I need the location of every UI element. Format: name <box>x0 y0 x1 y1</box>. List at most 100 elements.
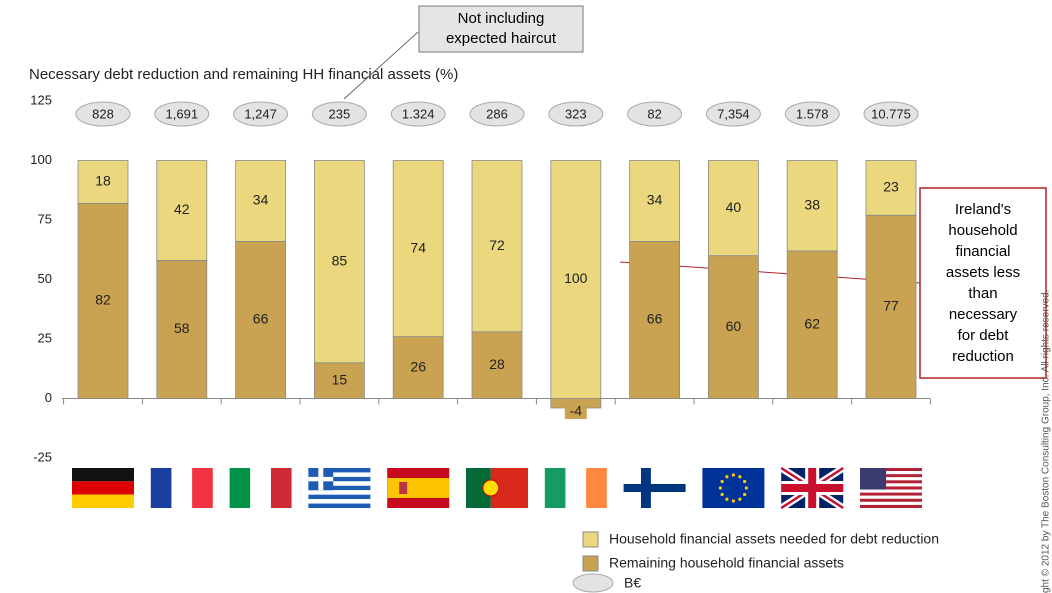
callout: Not including expected haircut <box>445 10 557 47</box>
y-tick-label: -25 <box>33 449 52 464</box>
flag-part <box>308 481 371 486</box>
flag-part <box>72 494 134 508</box>
flag-part <box>270 468 292 508</box>
data-label: 40 <box>726 199 742 215</box>
flag-part <box>860 480 922 484</box>
y-tick-label: 125 <box>30 92 52 107</box>
bar-segment <box>865 160 917 216</box>
legend-label: B€ <box>624 575 641 591</box>
total-bubble <box>75 101 131 127</box>
flag-part <box>308 476 371 482</box>
flag-part <box>308 476 334 482</box>
bar-segment <box>313 160 365 364</box>
bar-segment <box>550 160 602 399</box>
data-label: 15 <box>332 371 348 387</box>
callout-text: Not including expected haircut <box>445 10 557 47</box>
flag-part <box>860 468 922 472</box>
data-label: 23 <box>883 179 899 195</box>
data-label: 66 <box>647 311 663 327</box>
flag-part <box>860 492 922 496</box>
legend-label: Remaining household financial assets <box>609 555 844 571</box>
legend-bubble <box>572 573 614 593</box>
flag-part <box>720 492 724 497</box>
bar-segment <box>865 214 917 399</box>
total-label: 323 <box>565 106 587 121</box>
data-label: 77 <box>883 298 899 314</box>
total-bubble <box>784 101 840 127</box>
y-tick-label: 75 <box>38 211 52 226</box>
bar-segment <box>156 160 208 261</box>
flag-part <box>860 486 922 490</box>
data-label: 26 <box>410 358 426 374</box>
flag-part <box>171 468 193 508</box>
bar-segment <box>235 160 287 242</box>
flag-part <box>720 479 724 484</box>
y-tick-label: 0 <box>45 390 52 405</box>
callout-line <box>343 31 419 100</box>
data-label: 60 <box>726 318 742 334</box>
data-label: 85 <box>332 252 348 268</box>
flag-part <box>860 468 887 490</box>
bar-segment <box>708 255 759 399</box>
flag-part <box>482 479 500 497</box>
flag-part <box>399 482 408 494</box>
data-label: 28 <box>489 356 505 372</box>
total-bubble <box>863 101 919 127</box>
bar-segment <box>392 336 444 399</box>
callout-box <box>418 5 584 53</box>
total-bubble <box>233 101 289 127</box>
total-bubble <box>469 101 525 127</box>
y-tick-label: 100 <box>30 152 52 167</box>
flag-part <box>250 468 271 508</box>
copyright: ght © 2012 by The Boston Consulting Grou… <box>1041 290 1052 593</box>
flag-part <box>308 503 371 508</box>
flag-part <box>72 468 134 482</box>
total-label: 286 <box>486 106 508 121</box>
total-bubble <box>627 101 683 127</box>
neg-label-box <box>564 407 587 420</box>
flag-part <box>860 483 922 487</box>
flag-part <box>718 486 723 490</box>
flag-part <box>150 468 172 508</box>
total-bubble <box>311 101 367 127</box>
flag-part <box>308 490 371 495</box>
total-label: 235 <box>329 106 351 121</box>
flag-part <box>808 468 817 508</box>
ireland-note: Ireland's household financial assets les… <box>946 201 1020 365</box>
flag-part <box>565 468 587 508</box>
flag-part <box>640 468 651 508</box>
total-bubble <box>154 101 210 127</box>
data-label: 58 <box>174 320 190 336</box>
bar-segment <box>392 160 444 338</box>
data-label: 18 <box>95 173 111 189</box>
total-label: 1,247 <box>244 106 277 121</box>
flag-part <box>725 475 729 479</box>
bar-segment <box>313 362 365 399</box>
data-label: -4 <box>570 403 583 419</box>
bar-segment <box>77 202 129 399</box>
bar-segment <box>471 160 523 333</box>
data-label: 66 <box>253 311 269 327</box>
total-label: 1,691 <box>166 106 199 121</box>
flag-part <box>860 477 922 481</box>
flag-part <box>586 468 607 508</box>
flag-part <box>725 497 729 501</box>
flag-part <box>860 474 922 478</box>
data-label: 34 <box>253 192 269 208</box>
y-tick-label: 25 <box>38 330 52 345</box>
flag-part <box>743 492 747 497</box>
flag-part <box>544 468 566 508</box>
data-label: 74 <box>410 239 426 255</box>
flag-part <box>229 468 251 508</box>
bar-segment <box>786 250 838 399</box>
bar-segment <box>708 160 759 257</box>
flag-part <box>308 468 371 473</box>
flag-part <box>192 468 213 508</box>
total-label: 1.578 <box>796 106 829 121</box>
flag-part <box>860 498 922 502</box>
chart-title: Necessary debt reduction and remaining H… <box>29 66 458 83</box>
bar-segment <box>629 241 680 399</box>
flag-part <box>623 484 686 492</box>
legend-swatch <box>582 531 599 548</box>
